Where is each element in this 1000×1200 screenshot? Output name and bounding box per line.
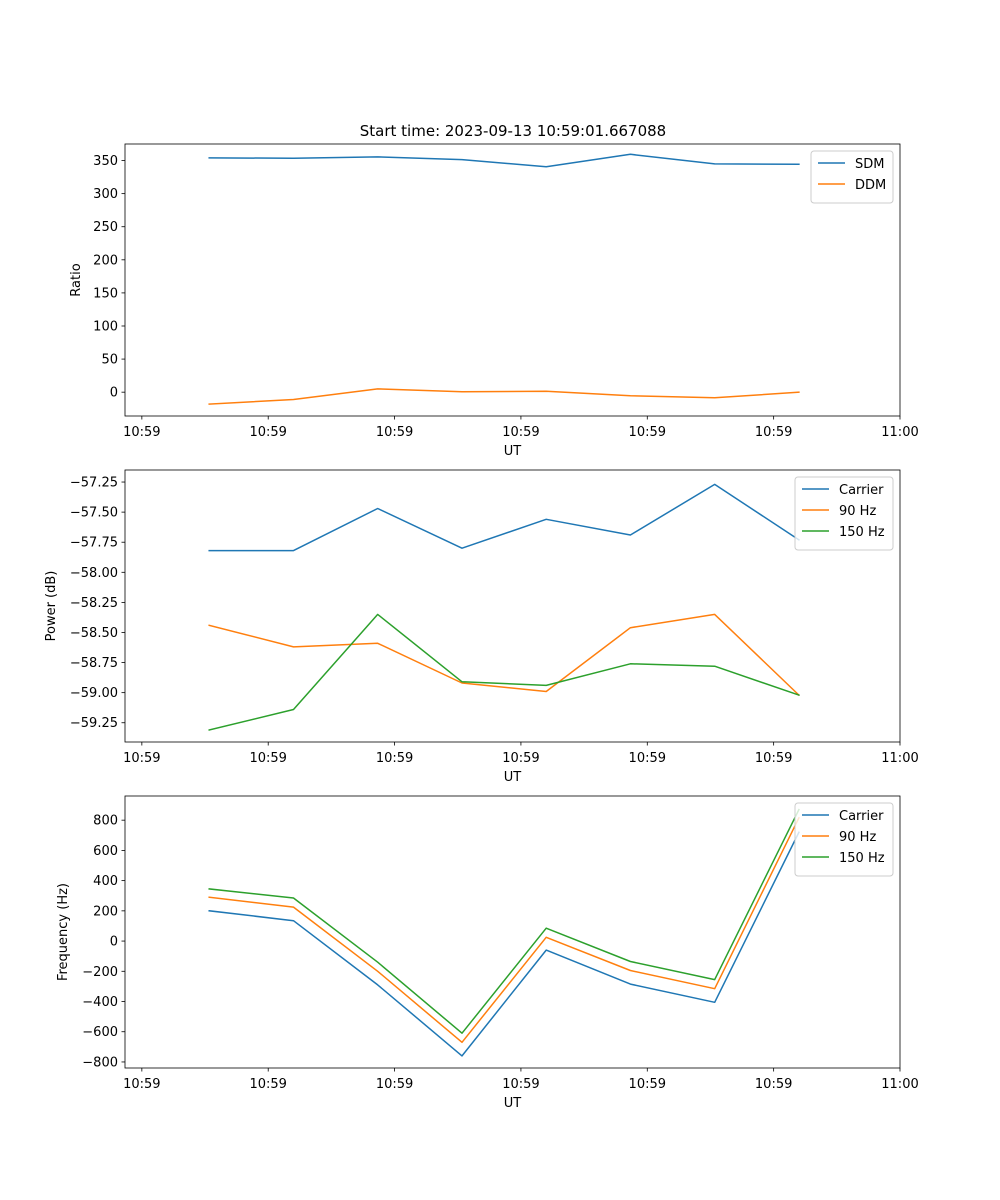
x-axis-label: UT [504,444,522,459]
y-tick-label: 600 [93,844,118,859]
legend-label: SDM [855,157,884,172]
x-tick-label: 10:59 [123,751,160,766]
y-tick-label: −59.25 [70,716,118,731]
y-tick-label: −58.75 [70,656,118,671]
y-tick-label: −200 [82,965,118,980]
y-tick-label: 200 [93,253,118,268]
series-line-sdm [208,153,800,168]
y-tick-label: 350 [93,154,118,169]
legend-box [810,150,894,204]
x-tick-label: 10:59 [376,1077,413,1092]
y-tick-label: 200 [93,904,118,919]
y-tick-label: 400 [93,874,118,889]
series-line-90-hz [208,816,800,1044]
series-line-150-hz [208,613,800,731]
y-tick-label: −58.00 [70,566,118,581]
legend: Carrier 90 Hz 150 Hz [794,802,894,877]
y-tick-label: −57.25 [70,476,118,491]
x-tick-label: 10:59 [249,425,286,440]
x-tick-label: 10:59 [376,425,413,440]
legend-label: 150 Hz [839,851,885,866]
axes-frame [124,469,901,743]
y-tick-label: −59.00 [70,686,118,701]
y-tick-label: 50 [101,353,118,368]
x-tick-label: 10:59 [502,425,539,440]
y-tick-label: −57.75 [70,536,118,551]
x-tick-label: 10:59 [123,1077,160,1092]
legend: SDM DDM [810,150,894,204]
x-tick-label: 10:59 [755,425,792,440]
x-tick-label: 10:59 [629,751,666,766]
chart-panel-3: −800 −600 −400 −200 0 200 400 600 800 10:59 10:59 1… [56,795,919,1111]
legend-label: 90 Hz [839,830,876,845]
series-line-ddm [208,388,800,405]
y-tick-label: −800 [82,1055,118,1070]
y-tick-label: 800 [93,814,118,829]
legend-label: Carrier [839,809,884,824]
y-axis-label: Ratio [69,263,84,296]
axes-frame [124,795,901,1069]
y-tick-label: 0 [110,935,118,950]
series-line-150-hz [208,808,800,1034]
x-axis-label: UT [504,1096,522,1111]
legend-label: 90 Hz [839,504,876,519]
x-tick-label: 10:59 [123,425,160,440]
series-line-carrier [208,483,800,552]
y-tick-label: −600 [82,1025,118,1040]
chart-panel-2: −59.25 −59.00 −58.75 −58.50 −58.25 −58.00 −57.… [44,469,919,785]
chart-panel-1: 0 50 100 150 200 250 300 350 10:59 10:59 10:59 10:5… [69,143,919,459]
x-tick-label: 10:59 [502,751,539,766]
figure-title: Start time: 2023-09-13 10:59:01.667088 [360,122,666,140]
y-tick-label: −400 [82,995,118,1010]
x-tick-label: 10:59 [755,751,792,766]
series-line-90-hz [208,613,800,697]
y-tick-label: 250 [93,220,118,235]
y-tick-label: −58.50 [70,626,118,641]
y-axis-label: Power (dB) [44,571,59,642]
x-tick-label: 10:59 [629,1077,666,1092]
y-tick-label: 0 [110,386,118,401]
y-tick-label: 300 [93,187,118,202]
y-tick-label: 100 [93,319,118,334]
x-axis-label: UT [504,770,522,785]
x-tick-label: 10:59 [249,1077,286,1092]
axes-frame [124,143,901,417]
x-tick-label: 10:59 [249,751,286,766]
x-tick-label: 10:59 [376,751,413,766]
series-line-carrier [208,831,800,1057]
y-axis-label: Frequency (Hz) [56,883,71,981]
x-tick-label: 11:00 [881,425,918,440]
legend-label: Carrier [839,483,884,498]
y-tick-label: 150 [93,286,118,301]
y-tick-label: −57.50 [70,506,118,521]
x-tick-label: 10:59 [502,1077,539,1092]
legend-label: 150 Hz [839,525,885,540]
legend-label: DDM [855,178,886,193]
y-tick-label: −58.25 [70,596,118,611]
x-tick-label: 11:00 [881,1077,918,1092]
charts-container: 0 50 100 150 200 250 300 350 10:59 10:59 10:59 10:5… [44,143,919,1111]
x-tick-label: 10:59 [755,1077,792,1092]
x-tick-label: 11:00 [881,751,918,766]
x-tick-label: 10:59 [629,425,666,440]
legend: Carrier 90 Hz 150 Hz [794,476,894,551]
